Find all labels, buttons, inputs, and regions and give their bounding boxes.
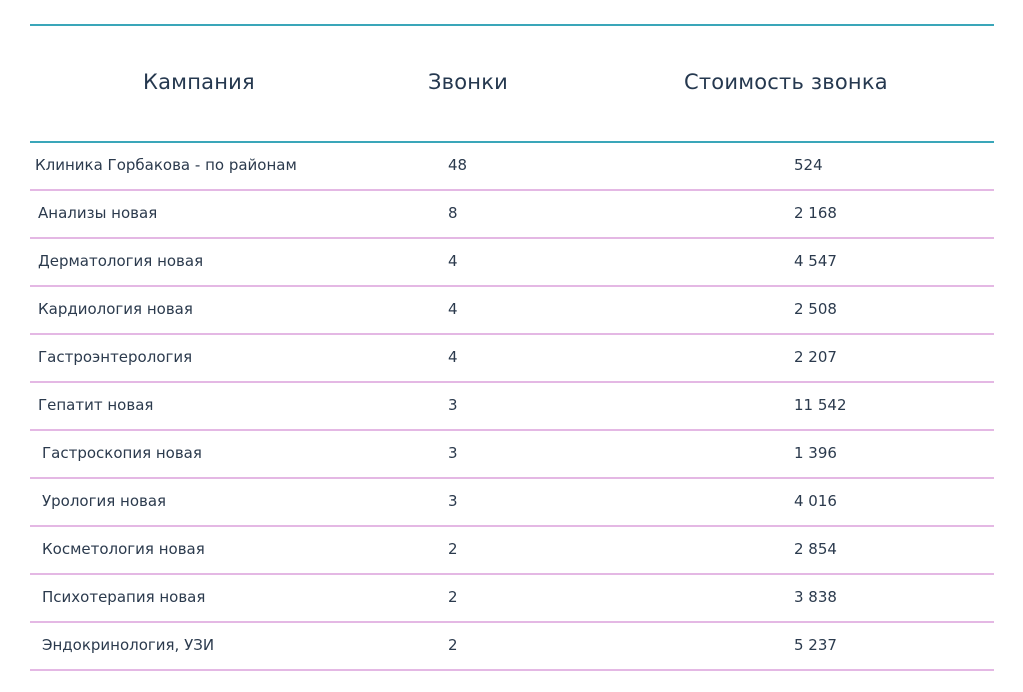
table-row: Анализы новая 8 2 168 [30,191,994,239]
cell-cost: 4 547 [794,252,837,270]
cell-campaign: Косметология новая [42,540,205,558]
header-cost: Стоимость звонка [684,70,888,94]
header-campaign: Кампания [143,70,255,94]
cell-calls: 3 [448,396,458,414]
table-body: Клиника Горбакова - по районам 48 524 Анали… [30,143,994,671]
cell-calls: 48 [448,156,468,174]
cell-campaign: Клиника Горбакова - по районам [35,156,297,174]
cell-cost: 2 207 [794,348,837,366]
header-calls: Звонки [428,70,508,94]
cell-calls: 4 [448,348,458,366]
table-header-rule [30,141,994,143]
cell-calls: 2 [448,636,458,654]
cell-cost: 2 508 [794,300,837,318]
table-row: Кардиология новая 4 2 508 [30,287,994,335]
cell-campaign: Кардиология новая [38,300,193,318]
cell-cost: 3 838 [794,588,837,606]
table-row: Дерматология новая 4 4 547 [30,239,994,287]
cell-cost: 5 237 [794,636,837,654]
cell-campaign: Гастроэнтерология [38,348,193,366]
cell-cost: 4 016 [794,492,837,510]
table-header: Кампания Звонки Стоимость звонка [30,26,994,141]
table-row: Гастроскопия новая 3 1 396 [30,431,994,479]
table-row: Гастроэнтерология 4 2 207 [30,335,994,383]
cell-cost: 2 854 [794,540,837,558]
cell-calls: 3 [448,444,458,462]
cell-cost: 524 [794,156,823,174]
cell-campaign: Дерматология новая [38,252,204,270]
cell-calls: 2 [448,540,458,558]
cell-calls: 4 [448,300,458,318]
cell-calls: 2 [448,588,458,606]
table-row: Косметология новая 2 2 854 [30,527,994,575]
cell-campaign: Психотерапия новая [42,588,206,606]
table-row: Психотерапия новая 2 3 838 [30,575,994,623]
cell-campaign: Гепатит новая [38,396,154,414]
table-row: Эндокринология, УЗИ 2 5 237 [30,623,994,671]
cell-calls: 8 [448,204,458,222]
cell-calls: 4 [448,252,458,270]
cell-calls: 3 [448,492,458,510]
cell-cost: 1 396 [794,444,837,462]
cell-cost: 11 542 [794,396,847,414]
cell-campaign: Гастроскопия новая [42,444,202,462]
cell-campaign: Анализы новая [38,204,158,222]
table-row: Клиника Горбакова - по районам 48 524 [30,143,994,191]
table-row: Гепатит новая 3 11 542 [30,383,994,431]
table-row: Урология новая 3 4 016 [30,479,994,527]
cell-campaign: Урология новая [42,492,167,510]
cell-cost: 2 168 [794,204,837,222]
cell-campaign: Эндокринология, УЗИ [42,636,215,654]
table-top-rule [30,24,994,26]
campaign-table: Кампания Звонки Стоимость звонка Клиника… [30,24,994,671]
